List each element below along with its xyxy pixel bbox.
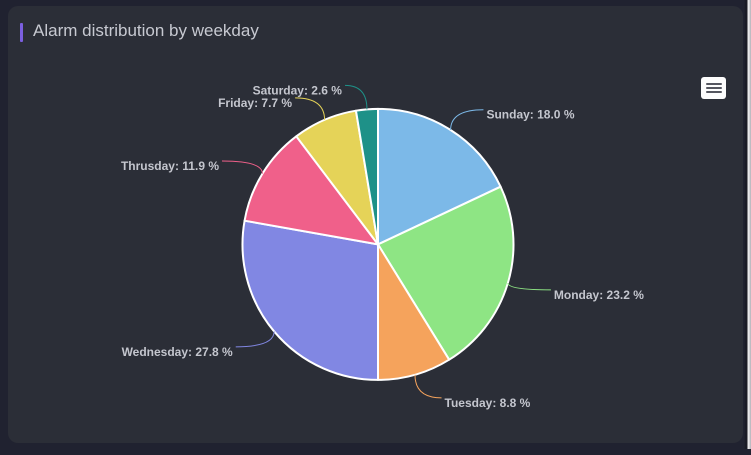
svg-text:Friday: 7.7 %: Friday: 7.7 % [218,96,292,110]
svg-text:Sunday: 18.0 %: Sunday: 18.0 % [486,108,574,122]
svg-text:Wednesday: 27.8 %: Wednesday: 27.8 % [122,345,233,359]
svg-text:Saturday: 2.6 %: Saturday: 2.6 % [253,83,343,97]
svg-text:Thrusday: 11.9 %: Thrusday: 11.9 % [121,159,219,173]
svg-text:Tuesday: 8.8 %: Tuesday: 8.8 % [445,396,531,410]
svg-text:Monday: 23.2 %: Monday: 23.2 % [554,288,644,302]
